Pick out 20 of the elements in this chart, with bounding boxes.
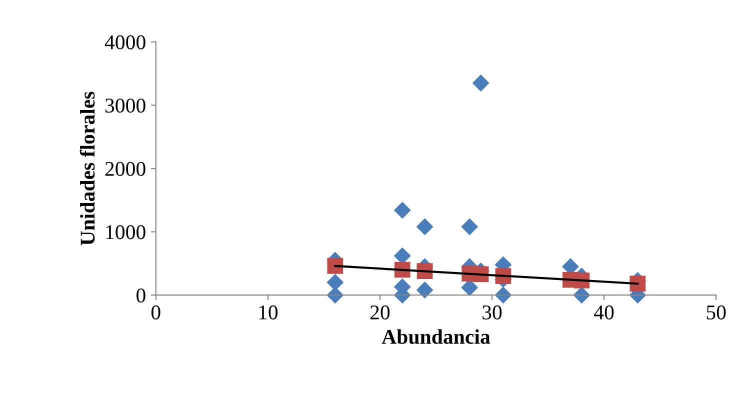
point xyxy=(472,74,490,92)
y-tick-label: 1000 xyxy=(106,225,146,240)
x-tick-label: 20 xyxy=(370,305,390,320)
x-tick-label: 50 xyxy=(706,305,726,320)
point xyxy=(416,282,434,299)
point xyxy=(326,274,344,291)
point xyxy=(461,218,478,236)
point xyxy=(416,218,434,236)
point xyxy=(394,202,411,219)
y-tick-label: 3000 xyxy=(105,98,146,113)
y-axis-title: Unidades florales xyxy=(80,92,95,246)
x-tick-label: 30 xyxy=(482,305,502,320)
y-tick-label: 4000 xyxy=(104,35,146,50)
y-tick-label: 2000 xyxy=(105,162,146,176)
x-tick-label: 10 xyxy=(259,305,278,320)
x-axis-title: Abundancia xyxy=(382,329,490,344)
y-tick-label: 0 xyxy=(136,288,146,303)
x-tick-label: 40 xyxy=(594,305,614,320)
x-tick-label: 0 xyxy=(151,305,160,320)
point xyxy=(327,258,344,274)
